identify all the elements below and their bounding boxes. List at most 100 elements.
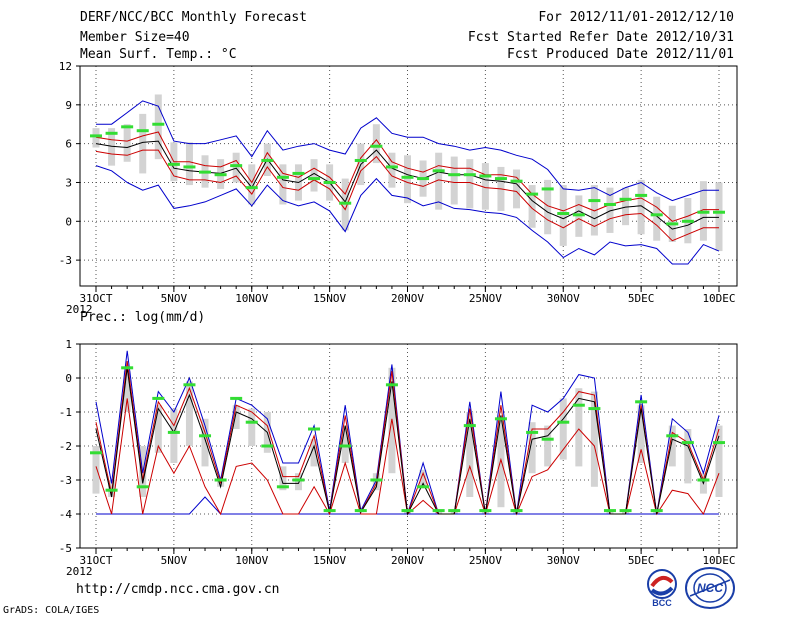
observed-marker <box>167 162 180 166</box>
spread-box <box>559 185 567 246</box>
source-url: http://cmdp.ncc.cma.gov.cn <box>76 582 280 597</box>
bcc-logo-text: BCC <box>652 598 672 608</box>
x-tick-label: 2012 <box>66 303 93 316</box>
x-tick-label: 30NOV <box>547 292 580 305</box>
observed-marker <box>650 509 663 513</box>
spread-box <box>590 391 598 487</box>
spread-box <box>668 425 676 467</box>
observed-marker <box>245 186 258 190</box>
spread-box <box>108 128 116 166</box>
y-tick-label: 1 <box>65 338 72 351</box>
plot-frame <box>79 65 738 287</box>
observed-marker <box>152 396 165 400</box>
observed-marker <box>354 158 367 162</box>
observed-marker <box>167 430 180 434</box>
spread-box <box>513 169 521 209</box>
forecast-period: For 2012/11/01-2012/12/10 <box>538 10 734 25</box>
observed-marker <box>541 187 554 191</box>
observed-marker <box>417 485 430 489</box>
observed-marker <box>323 509 336 513</box>
y-tick-label: 0 <box>65 372 72 385</box>
spread-box <box>139 113 147 174</box>
spread-box <box>404 155 411 204</box>
x-tick-label: 10DEC <box>702 292 735 305</box>
temp-variable-label: Mean Surf. Temp.: °C <box>80 47 237 62</box>
spread-box <box>201 418 209 467</box>
series-min-line <box>95 165 720 265</box>
ncc-logo: NCC <box>685 567 735 609</box>
observed-marker <box>385 383 398 387</box>
spread-box <box>372 124 380 164</box>
observed-marker <box>354 509 367 513</box>
x-tick-label: 10NOV <box>235 554 268 567</box>
spread-box <box>684 429 692 484</box>
observed-marker <box>339 201 352 205</box>
spread-box <box>450 156 458 205</box>
observed-marker <box>90 451 102 455</box>
observed-marker <box>557 212 570 216</box>
observed-marker <box>448 509 461 513</box>
x-tick-label: 15NOV <box>313 292 346 305</box>
observed-marker <box>572 403 585 407</box>
spread-box <box>715 425 723 497</box>
observed-marker <box>385 165 398 169</box>
observed-marker <box>121 366 134 370</box>
observed-marker <box>681 441 694 445</box>
observed-marker <box>292 478 305 482</box>
spread-box <box>294 473 302 491</box>
spread-box <box>528 185 536 228</box>
observed-marker <box>417 177 430 181</box>
x-tick-label: 10NOV <box>235 292 268 305</box>
observed-marker <box>526 192 539 196</box>
spread-box <box>232 405 240 429</box>
observed-marker <box>230 396 243 400</box>
spread-box <box>232 152 240 183</box>
spread-box <box>154 405 162 453</box>
x-tick-label: 5DEC <box>628 554 655 567</box>
observed-marker <box>588 407 601 411</box>
observed-marker <box>713 210 725 214</box>
x-tick-label: 20NOV <box>391 292 424 305</box>
spread-box <box>92 128 100 148</box>
observed-marker <box>448 173 461 177</box>
observed-marker <box>90 134 102 138</box>
spread-box <box>170 408 178 463</box>
observed-marker <box>603 202 616 206</box>
spread-box <box>123 124 131 162</box>
spread-box <box>92 446 100 494</box>
spread-box <box>653 196 661 241</box>
observed-marker <box>121 125 134 129</box>
observed-marker <box>308 177 321 181</box>
spread-box <box>606 187 614 233</box>
observed-marker <box>603 509 616 513</box>
spread-box <box>528 422 536 474</box>
spread-box <box>419 469 427 487</box>
ncc-logo-text: NCC <box>697 581 723 595</box>
y-tick-label: -5 <box>59 542 72 555</box>
spread-box <box>590 185 598 236</box>
observed-marker <box>635 193 648 197</box>
observed-marker <box>276 485 289 489</box>
observed-marker <box>245 420 258 424</box>
spread-box <box>310 439 318 467</box>
observed-marker <box>370 478 383 482</box>
observed-marker <box>401 509 414 513</box>
observed-marker <box>230 164 243 168</box>
spread-box <box>622 187 630 226</box>
y-tick-label: -1 <box>59 406 72 419</box>
y-tick-label: 0 <box>65 215 72 228</box>
y-tick-label: -3 <box>59 254 72 267</box>
observed-marker <box>635 400 648 404</box>
observed-marker <box>510 179 523 183</box>
observed-marker <box>136 129 149 133</box>
spread-box <box>185 142 193 186</box>
spread-box <box>185 381 193 446</box>
observed-marker <box>666 434 679 438</box>
x-tick-label: 25NOV <box>469 292 502 305</box>
observed-marker <box>619 509 632 513</box>
spread-box <box>341 425 349 463</box>
observed-marker <box>494 417 507 421</box>
